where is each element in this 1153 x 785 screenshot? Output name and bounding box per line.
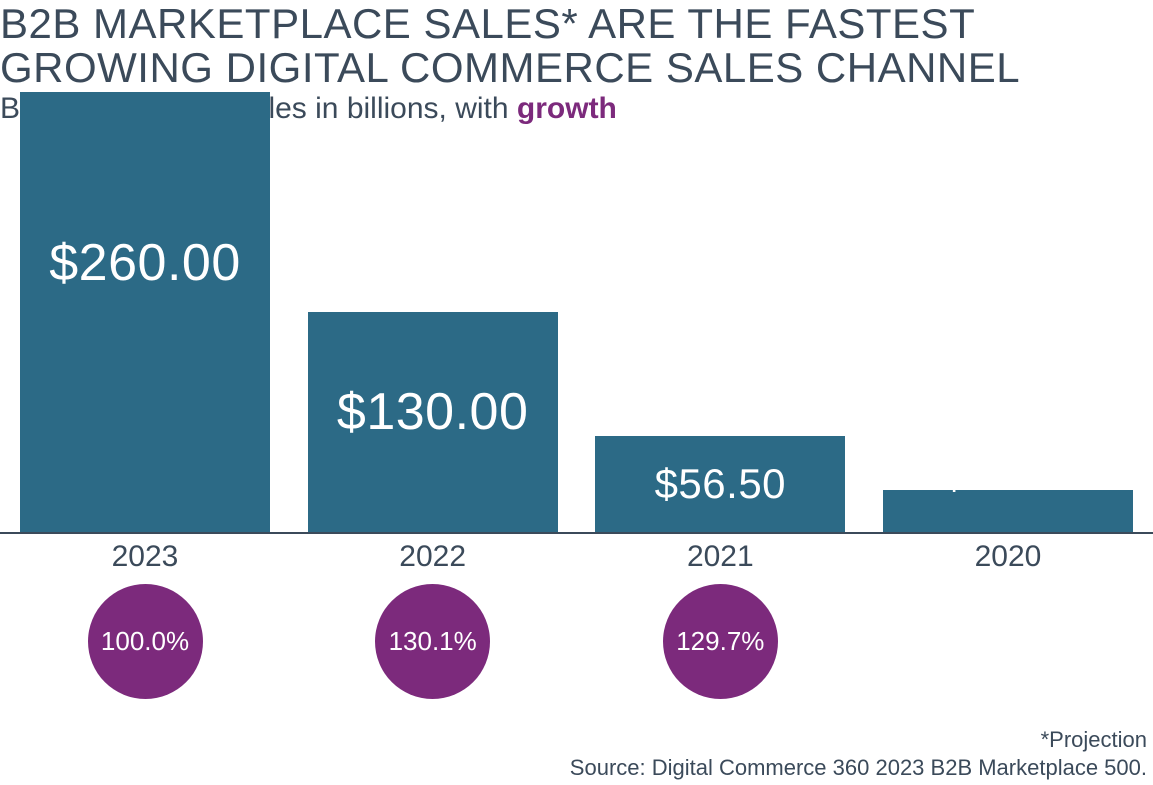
bar-2023: $260.00	[20, 92, 270, 532]
growth-slot-2022: 130.1%	[308, 584, 558, 699]
growth-circle-2021: 129.7%	[663, 584, 778, 699]
bar-2020: $24.60	[883, 490, 1133, 532]
growth-slot-2021: 129.7%	[595, 584, 845, 699]
bar-col-2022: $130.00	[308, 312, 558, 532]
chart-footnotes: *Projection Source: Digital Commerce 360…	[570, 726, 1147, 781]
bar-value-2023: $260.00	[49, 233, 240, 293]
growth-slot-2023: 100.0%	[20, 584, 270, 699]
bar-col-2023: $260.00	[20, 92, 270, 532]
growth-circle-2022: 130.1%	[375, 584, 490, 699]
chart-baseline	[0, 532, 1153, 534]
footnote-source: Source: Digital Commerce 360 2023 B2B Ma…	[570, 754, 1147, 782]
growth-row: 100.0% 130.1% 129.7%	[0, 584, 1153, 699]
growth-circle-2023: 100.0%	[88, 584, 203, 699]
growth-slot-2020	[883, 584, 1133, 699]
footnote-projection: *Projection	[570, 726, 1147, 754]
bar-value-2022: $130.00	[337, 382, 528, 442]
year-label-2021: 2021	[595, 540, 845, 574]
year-label-2020: 2020	[883, 540, 1133, 574]
bar-value-2021: $56.50	[655, 460, 786, 508]
bar-col-2020: $24.60	[883, 490, 1133, 532]
bars-region: $260.00 $130.00 $56.50 $24.60	[0, 92, 1153, 532]
year-label-2023: 2023	[20, 540, 270, 574]
bar-2022: $130.00	[308, 312, 558, 532]
chart-area: $260.00 $130.00 $56.50 $24.60 2023 2022 …	[0, 92, 1153, 785]
bar-col-2021: $56.50	[595, 436, 845, 532]
year-label-2022: 2022	[308, 540, 558, 574]
year-labels-row: 2023 2022 2021 2020	[0, 540, 1153, 574]
bar-2021: $56.50	[595, 436, 845, 532]
bar-value-2020: $24.60	[942, 451, 1073, 499]
chart-title: B2B MARKETPLACE SALES* ARE THE FASTEST G…	[0, 0, 1153, 90]
